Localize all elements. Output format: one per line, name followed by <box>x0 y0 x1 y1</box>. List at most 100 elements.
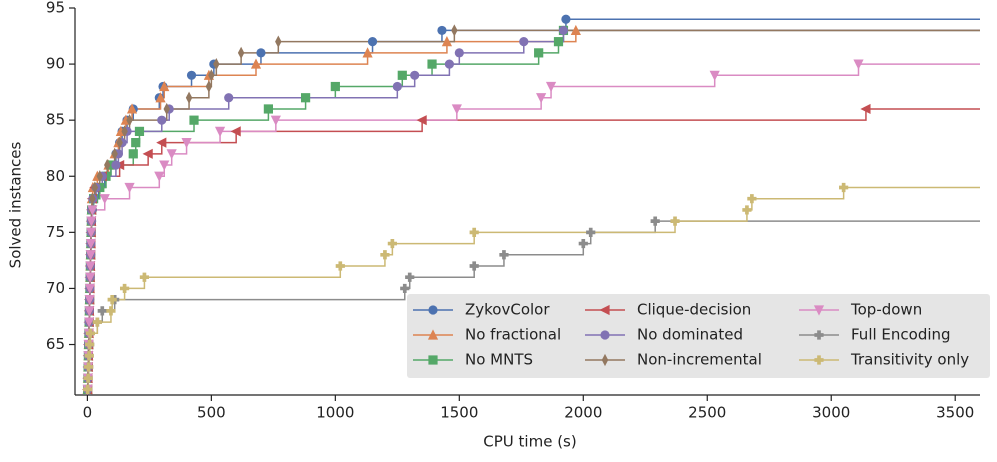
marker <box>156 137 167 148</box>
marker <box>85 250 96 261</box>
marker <box>92 317 102 327</box>
marker <box>128 149 138 159</box>
marker <box>814 355 824 365</box>
legend-label: No dominated <box>637 326 743 344</box>
y-tick-label: 90 <box>46 55 65 73</box>
marker <box>813 305 825 316</box>
marker <box>558 25 569 36</box>
marker <box>578 238 588 249</box>
marker <box>545 81 557 93</box>
marker <box>214 126 226 137</box>
marker <box>427 329 439 340</box>
marker <box>139 272 150 282</box>
marker <box>208 69 215 82</box>
marker <box>155 92 166 103</box>
marker <box>119 283 130 294</box>
marker <box>519 37 529 47</box>
marker <box>561 14 571 24</box>
marker <box>85 272 96 283</box>
marker <box>84 351 94 361</box>
marker <box>367 37 378 47</box>
marker <box>85 238 96 250</box>
marker <box>405 272 415 282</box>
y-tick-label: 80 <box>46 167 65 185</box>
marker <box>601 353 609 367</box>
legend-label: Clique-decision <box>637 301 751 319</box>
marker <box>213 57 220 71</box>
marker <box>256 48 266 58</box>
marker <box>814 330 824 340</box>
marker <box>126 103 138 114</box>
marker <box>428 305 438 315</box>
x-tick-label: 3500 <box>936 404 974 422</box>
marker <box>380 250 390 260</box>
x-tick-label: 2500 <box>688 404 726 422</box>
marker <box>599 304 610 316</box>
marker <box>860 103 871 115</box>
marker <box>142 148 153 159</box>
marker <box>670 216 680 226</box>
marker <box>189 115 199 125</box>
marker <box>839 182 849 193</box>
marker <box>159 160 170 171</box>
marker <box>300 93 311 103</box>
marker <box>85 328 95 338</box>
marker <box>157 115 167 125</box>
marker <box>534 48 544 58</box>
marker <box>387 238 397 249</box>
marker <box>650 216 660 226</box>
legend-label: Full Encoding <box>851 326 951 344</box>
marker <box>185 91 193 104</box>
marker <box>205 80 213 93</box>
marker <box>742 205 752 215</box>
marker <box>99 194 110 205</box>
marker <box>87 205 98 216</box>
marker <box>104 158 111 172</box>
marker <box>163 102 170 116</box>
y-tick-label: 85 <box>46 111 65 129</box>
marker <box>131 138 141 148</box>
plot-area <box>82 14 980 395</box>
x-tick-label: 1500 <box>440 404 478 422</box>
y-tick-label: 75 <box>46 223 65 241</box>
marker <box>97 306 107 316</box>
marker <box>335 261 345 271</box>
marker <box>270 115 281 126</box>
marker <box>400 283 410 294</box>
y-tick-label: 65 <box>46 335 65 353</box>
x-axis-label: CPU time (s) <box>483 433 576 451</box>
legend-label: No MNTS <box>465 351 533 369</box>
marker <box>499 250 509 260</box>
marker <box>451 104 462 115</box>
marker <box>166 149 177 160</box>
marker <box>91 181 99 194</box>
marker <box>536 93 547 104</box>
marker <box>84 306 95 317</box>
marker <box>106 306 116 316</box>
x-tick-label: 500 <box>197 404 226 422</box>
marker <box>134 126 145 136</box>
marker <box>111 147 118 160</box>
marker <box>121 125 128 138</box>
marker <box>392 81 402 92</box>
marker <box>84 362 94 372</box>
marker <box>111 160 121 170</box>
marker <box>186 70 197 80</box>
marker <box>230 126 241 137</box>
marker <box>181 138 192 149</box>
marker <box>428 355 438 365</box>
marker <box>116 136 123 149</box>
marker <box>154 171 165 182</box>
marker <box>86 227 97 238</box>
marker <box>410 70 420 80</box>
marker <box>250 58 262 69</box>
marker <box>570 24 581 36</box>
marker <box>84 295 95 306</box>
marker <box>126 114 133 127</box>
legend: ZykovColor No fractional No MNTS Clique-dec… <box>407 294 990 378</box>
marker <box>853 59 864 70</box>
marker <box>441 36 453 47</box>
marker <box>586 227 596 237</box>
marker <box>469 261 479 271</box>
